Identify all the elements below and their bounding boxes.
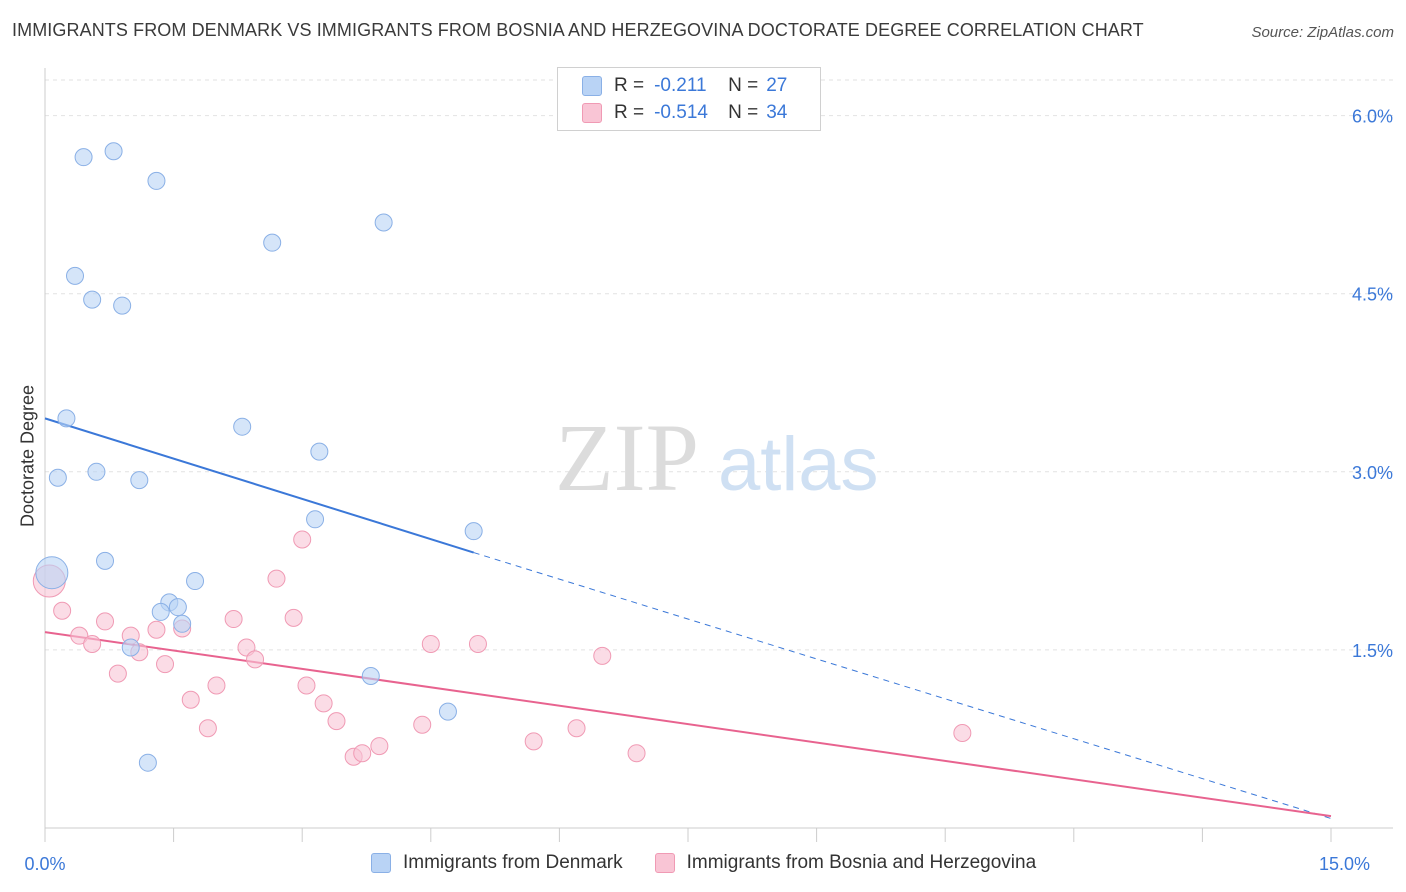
legend-row-denmark: R = -0.211 N = 27 [582, 74, 787, 98]
source-credit: Source: ZipAtlas.com [1251, 24, 1394, 41]
data-point [314, 694, 333, 713]
data-point [147, 620, 166, 639]
data-point [83, 634, 102, 653]
data-point [233, 417, 252, 436]
stats-legend: R = -0.211 N = 27 R = -0.514 N = 34 [557, 67, 821, 131]
data-point [464, 522, 483, 541]
y-tick-label: 1.5% [1352, 641, 1393, 661]
watermark-zip: ZIP [555, 404, 699, 511]
data-point [181, 690, 200, 709]
data-point [57, 409, 76, 428]
trend-line-0 [44, 417, 474, 554]
series-legend: Immigrants from Denmark Immigrants from … [371, 852, 1068, 874]
data-point [374, 213, 393, 232]
data-point [413, 715, 432, 734]
legend-label-bosnia: Immigrants from Bosnia and Herzegovina [686, 852, 1037, 873]
data-point [168, 598, 187, 617]
data-point [361, 667, 380, 686]
legend-swatch-denmark [582, 76, 602, 96]
legend-n-label: N = [728, 75, 759, 96]
trend-line-1 [44, 631, 1332, 818]
data-point [567, 719, 586, 738]
legend-n-value: 34 [766, 102, 788, 123]
legend-row-bosnia: R = -0.514 N = 34 [582, 101, 787, 125]
y-tick-label: 6.0% [1352, 107, 1393, 127]
data-point [421, 634, 440, 653]
data-point [224, 610, 243, 629]
data-point [83, 290, 102, 309]
data-point [310, 442, 329, 461]
data-point [263, 233, 282, 252]
data-point [96, 551, 115, 570]
data-point [438, 702, 457, 721]
data-point [130, 471, 149, 490]
data-point [524, 732, 543, 751]
legend-r-value: -0.211 [654, 75, 707, 96]
data-point [70, 626, 89, 645]
watermark-atlas: atlas [718, 422, 879, 507]
data-point [284, 608, 303, 627]
data-point [66, 266, 85, 285]
legend-r-label: R = [614, 75, 645, 96]
data-point [297, 676, 316, 695]
data-point [593, 646, 612, 665]
data-point [186, 572, 205, 591]
legend-swatch-denmark [371, 853, 391, 873]
y-axis-label: Doctorate Degree [17, 384, 38, 528]
grid-lines [45, 79, 1393, 651]
data-point [198, 719, 217, 738]
data-points [32, 142, 972, 772]
data-point [953, 724, 972, 743]
data-point [627, 744, 646, 763]
data-point [156, 655, 175, 674]
chart-title: IMMIGRANTS FROM DENMARK VS IMMIGRANTS FR… [12, 20, 1144, 40]
y-tick-label: 3.0% [1352, 463, 1393, 483]
data-point [370, 737, 389, 756]
data-point [121, 638, 140, 657]
x-tick-label: 0.0% [24, 854, 65, 874]
data-point [353, 744, 372, 763]
data-point [293, 530, 312, 549]
data-point [108, 664, 127, 683]
data-point [35, 556, 69, 590]
data-point [306, 510, 325, 529]
data-point [48, 468, 67, 487]
data-point [151, 602, 170, 621]
data-point [267, 569, 286, 588]
watermark: ZIP atlas [555, 404, 879, 511]
trend-extension-0 [473, 552, 1332, 819]
data-point [147, 171, 166, 190]
data-point [74, 148, 93, 167]
data-point [246, 650, 265, 669]
data-point [173, 614, 192, 633]
data-point [138, 753, 157, 772]
tick-labels: 1.5% 3.0% 4.5% 6.0% 0.0% 15.0% [24, 107, 1393, 874]
data-point [327, 712, 346, 731]
legend-item-bosnia: Immigrants from Bosnia and Herzegovina [654, 852, 1037, 874]
legend-n-label: N = [728, 102, 759, 123]
legend-swatch-bosnia [654, 853, 675, 873]
data-point [104, 142, 123, 161]
y-tick-label: 4.5% [1352, 285, 1393, 305]
legend-r-label: R = [614, 102, 645, 123]
data-point [87, 462, 106, 481]
x-tick-label: 15.0% [1319, 854, 1370, 874]
legend-label-denmark: Immigrants from Denmark [403, 852, 623, 873]
legend-r-value: -0.514 [654, 102, 708, 123]
data-point [207, 676, 226, 695]
legend-swatch-bosnia [582, 103, 602, 123]
data-point [96, 612, 115, 631]
legend-item-denmark: Immigrants from Denmark [371, 852, 623, 874]
data-point [53, 601, 72, 620]
data-point [468, 634, 487, 653]
data-point [113, 296, 132, 315]
legend-n-value: 27 [766, 75, 788, 96]
axes [44, 68, 1393, 842]
